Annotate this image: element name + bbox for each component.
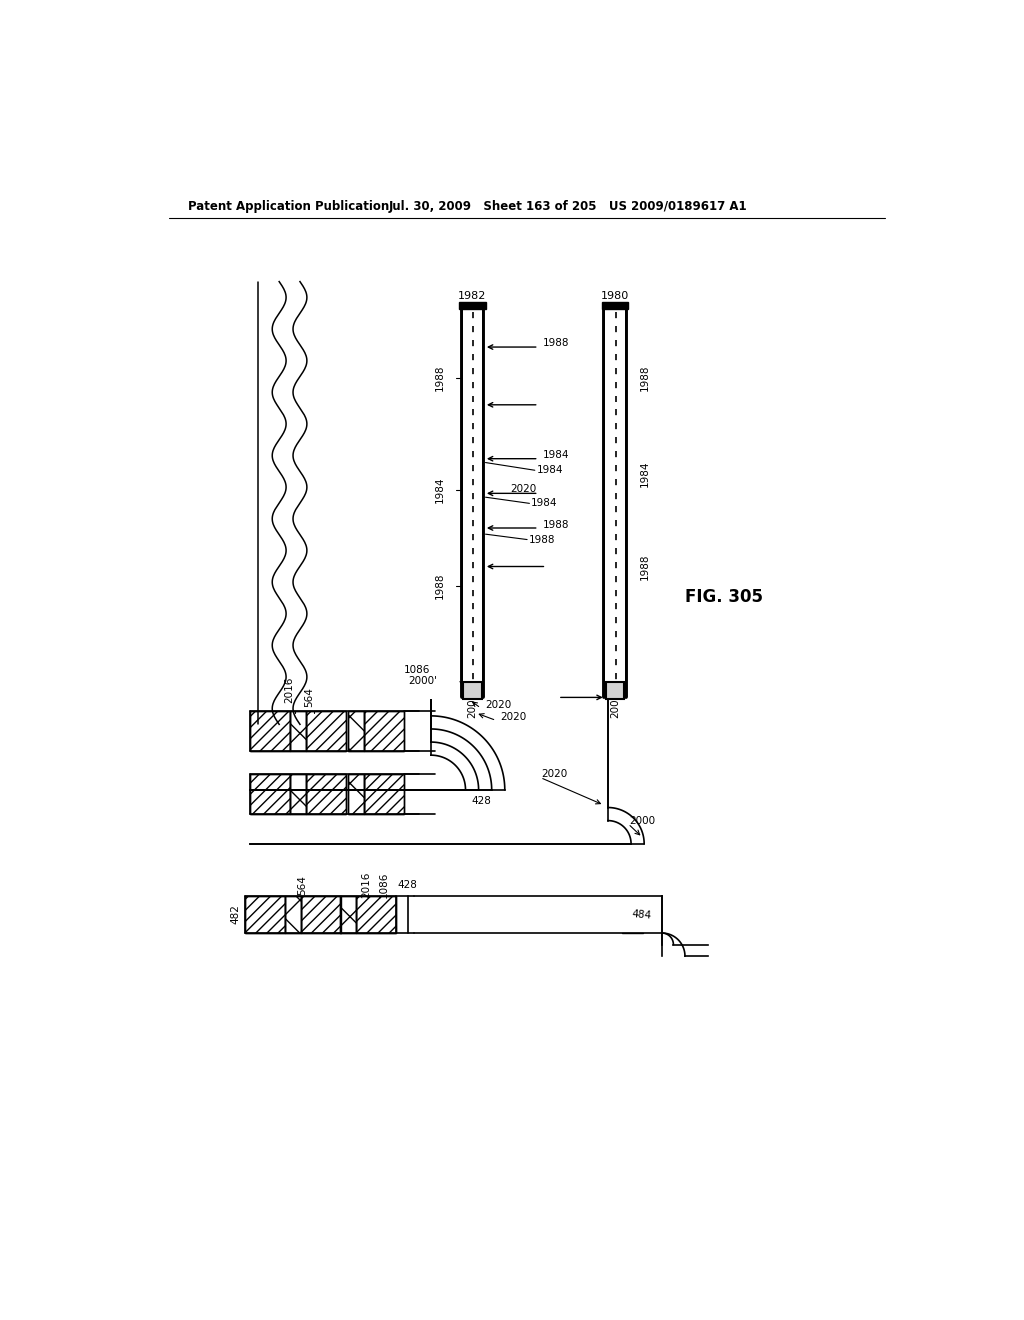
Text: 2020: 2020 xyxy=(500,713,526,722)
Bar xyxy=(306,775,346,814)
Text: 1988: 1988 xyxy=(528,535,555,545)
Bar xyxy=(250,711,290,751)
Bar xyxy=(285,896,301,933)
Bar xyxy=(290,775,306,814)
Bar xyxy=(605,682,625,700)
Bar xyxy=(356,896,396,933)
Text: 1988: 1988 xyxy=(543,520,569,529)
Bar xyxy=(364,775,403,814)
Text: FIG. 305: FIG. 305 xyxy=(685,589,763,606)
Bar xyxy=(306,711,346,751)
Text: 1982: 1982 xyxy=(459,292,486,301)
Text: 2000: 2000 xyxy=(630,816,655,825)
Bar xyxy=(301,896,341,933)
Text: 1980: 1980 xyxy=(601,292,629,301)
Text: 2016: 2016 xyxy=(285,677,295,702)
Bar xyxy=(348,775,364,814)
Text: Patent Application Publication: Patent Application Publication xyxy=(188,199,389,213)
Bar xyxy=(301,896,341,933)
Text: 482: 482 xyxy=(230,904,241,924)
Bar xyxy=(306,711,346,751)
Bar xyxy=(364,711,403,751)
Bar xyxy=(250,711,290,751)
Bar xyxy=(605,309,625,697)
Bar xyxy=(290,711,306,751)
Text: 1984: 1984 xyxy=(538,465,563,475)
Text: 2000': 2000' xyxy=(408,676,437,686)
Bar xyxy=(245,896,285,933)
Text: 1988: 1988 xyxy=(640,364,649,391)
Bar xyxy=(340,896,356,933)
Bar xyxy=(463,682,481,700)
Bar xyxy=(364,775,403,814)
Text: 1984: 1984 xyxy=(531,499,557,508)
Text: 428: 428 xyxy=(397,880,418,890)
Bar xyxy=(245,896,285,933)
Text: Jul. 30, 2009   Sheet 163 of 205   US 2009/0189617 A1: Jul. 30, 2009 Sheet 163 of 205 US 2009/0… xyxy=(388,199,748,213)
Text: 2002: 2002 xyxy=(610,642,620,668)
Text: 564: 564 xyxy=(304,688,313,708)
Text: 2002: 2002 xyxy=(610,692,620,718)
Text: 1988: 1988 xyxy=(435,573,444,599)
Bar xyxy=(290,711,306,751)
Bar xyxy=(250,775,290,814)
Text: 2020: 2020 xyxy=(484,700,511,710)
Bar xyxy=(340,896,356,933)
Bar xyxy=(250,775,290,814)
Text: 428: 428 xyxy=(471,796,490,807)
Text: 1086: 1086 xyxy=(403,665,430,676)
Text: 564: 564 xyxy=(297,875,307,895)
Bar xyxy=(602,302,628,309)
Text: 1984: 1984 xyxy=(435,477,444,503)
Text: 2020: 2020 xyxy=(542,770,568,779)
Text: 1988: 1988 xyxy=(640,553,649,579)
Bar xyxy=(364,711,403,751)
Text: 1086: 1086 xyxy=(379,873,389,899)
Bar xyxy=(348,711,364,751)
Bar xyxy=(290,775,306,814)
Text: 2016: 2016 xyxy=(361,873,372,899)
Text: 2002: 2002 xyxy=(467,692,477,718)
Bar xyxy=(356,896,396,933)
Bar xyxy=(306,775,346,814)
Bar xyxy=(348,711,364,751)
Text: 2020: 2020 xyxy=(510,484,537,495)
Text: 1988: 1988 xyxy=(435,364,444,391)
Bar xyxy=(463,309,482,697)
Text: 1988: 1988 xyxy=(543,338,569,348)
Text: 2002: 2002 xyxy=(467,642,477,668)
Text: 1984: 1984 xyxy=(640,461,649,487)
Bar xyxy=(285,896,301,933)
Text: 484: 484 xyxy=(631,908,651,920)
Bar xyxy=(460,302,485,309)
Bar xyxy=(348,775,364,814)
Text: 1984: 1984 xyxy=(543,450,569,459)
